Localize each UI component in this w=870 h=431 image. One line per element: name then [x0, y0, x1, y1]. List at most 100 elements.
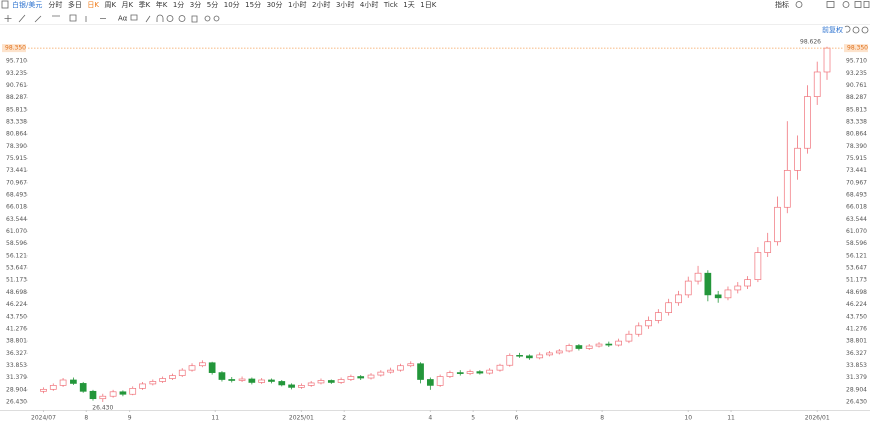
tool-icons[interactable]	[130, 14, 220, 23]
period-tab[interactable]: Tick	[383, 1, 399, 9]
y-tick-label-right: 66.018	[846, 204, 867, 211]
period-tab[interactable]: 周K	[104, 1, 116, 9]
x-tick-label: 6	[515, 415, 519, 422]
y-tick-label-right: 26.430	[846, 398, 867, 405]
y-tick-label-left: 38.801	[6, 338, 27, 345]
candle-body	[49, 385, 57, 390]
x-tick-label: 8	[600, 415, 604, 422]
candle-body	[635, 325, 643, 335]
period-tab[interactable]: 15分	[245, 0, 261, 9]
y-tick-label-right: 90.761	[846, 82, 867, 89]
candle-body	[298, 385, 305, 388]
y-tick-label-left: 58.596	[6, 240, 27, 247]
candle-body	[704, 272, 712, 296]
candle-body	[337, 379, 345, 383]
y-tick-label-right: 93.235	[846, 70, 867, 77]
y-tick-label-right: 33.853	[846, 362, 867, 369]
period-tab[interactable]: 1天	[403, 1, 414, 9]
close-icon[interactable]	[863, 1, 870, 8]
candle-body	[516, 355, 523, 357]
cursor-icon[interactable]	[4, 15, 12, 22]
low-label: 26.430	[92, 404, 113, 411]
y-tick-label-left: 78.390	[6, 143, 27, 150]
period-tab[interactable]: 1分	[173, 0, 184, 9]
period-tab[interactable]: 1小时	[288, 0, 306, 9]
candle-body	[804, 96, 811, 149]
y-tick-label-right: 73.441	[846, 167, 867, 174]
last-price-label: 98.350	[5, 45, 26, 52]
period-tab[interactable]: 3分	[190, 0, 201, 9]
candle-body	[476, 371, 484, 374]
period-tab[interactable]: 日K	[87, 1, 99, 9]
candle-body	[99, 395, 107, 400]
pen-icon[interactable]	[842, 1, 850, 8]
candle-body	[377, 371, 385, 376]
candle-body	[109, 391, 117, 397]
candle-body	[70, 379, 77, 384]
y-tick-label-right: 46.224	[846, 301, 867, 308]
candle-body	[89, 390, 97, 400]
period-tab[interactable]: 3小时	[336, 0, 354, 9]
period-tab[interactable]: 2小时	[312, 0, 330, 9]
y-tick-label-left: 68.493	[6, 192, 27, 199]
candle-body	[327, 380, 335, 383]
y-tick-label-left: 66.018	[6, 204, 27, 211]
candle-body	[724, 289, 732, 299]
indicators[interactable]: 指标	[775, 0, 789, 9]
candle-body	[665, 302, 673, 313]
x-tick-label: 8	[84, 415, 88, 422]
y-tick-label-right: 85.813	[846, 106, 867, 113]
period-tab[interactable]: 10分	[224, 0, 240, 9]
candle-body	[783, 170, 791, 208]
period-tab[interactable]: 年K	[156, 0, 168, 9]
candle-body	[536, 354, 544, 359]
y-tick-label-right: 63.544	[846, 216, 867, 223]
candle-body	[565, 345, 573, 352]
fullscreen-icon[interactable]	[854, 1, 862, 8]
x-tick-label: 11	[727, 415, 735, 422]
candle-body	[357, 376, 365, 379]
period-tab[interactable]: 分时	[48, 0, 62, 9]
sidebar-icon[interactable]	[1, 0, 9, 9]
screenshot-icon[interactable]	[826, 1, 835, 8]
text-tool[interactable]: Aα	[118, 15, 128, 23]
candle-body	[813, 71, 821, 97]
candle-body	[347, 376, 355, 380]
y-tick-label-left: 53.647	[6, 265, 27, 272]
candle-body	[417, 363, 424, 380]
period-tab[interactable]: 多日	[68, 0, 82, 9]
high-label: 98.626	[800, 38, 821, 45]
period-tab[interactable]: 月K	[122, 1, 134, 9]
y-tick-label-left: 33.853	[6, 362, 27, 369]
y-tick-label-right: 70.967	[846, 179, 867, 186]
candle-body	[496, 364, 504, 371]
y-tick-label-left: 88.287	[6, 94, 27, 101]
y-tick-label-left: 61.070	[6, 228, 27, 235]
period-tab[interactable]: 30分	[267, 0, 283, 9]
candle-body	[436, 376, 444, 386]
candle-body	[169, 375, 176, 379]
candle-body	[794, 147, 801, 171]
y-tick-label-right: 53.647	[846, 265, 867, 272]
symbol[interactable]: 白银/美元	[12, 0, 42, 9]
chart-controls[interactable]	[844, 25, 869, 34]
toolbar: 白银/美元 指标 Aα 前复权 分时 多日 日K 周K 月K 季K 年K 1分 3分 5分 10分 1…	[1, 0, 870, 34]
period-tab[interactable]: 1日K	[420, 1, 436, 9]
drawing-tools[interactable]	[18, 14, 106, 23]
adjust-mode[interactable]: 前复权	[822, 25, 843, 34]
candle-body	[774, 206, 781, 243]
candle-body	[397, 365, 404, 371]
candle-body	[654, 312, 662, 321]
settings-icon[interactable]	[795, 1, 803, 8]
candle-body	[40, 388, 47, 392]
candle-body	[575, 345, 583, 349]
y-tick-label-left: 85.813	[6, 106, 27, 113]
period-tab[interactable]: 季K	[139, 0, 151, 9]
candle-body	[605, 343, 613, 346]
period-tab[interactable]: 4小时	[360, 0, 378, 9]
candle-body	[684, 280, 692, 296]
period-tab[interactable]: 5分	[207, 0, 218, 9]
candle-body	[466, 371, 474, 374]
y-tick-label-left: 46.224	[6, 301, 27, 308]
y-tick-label-left: 36.327	[6, 350, 27, 357]
